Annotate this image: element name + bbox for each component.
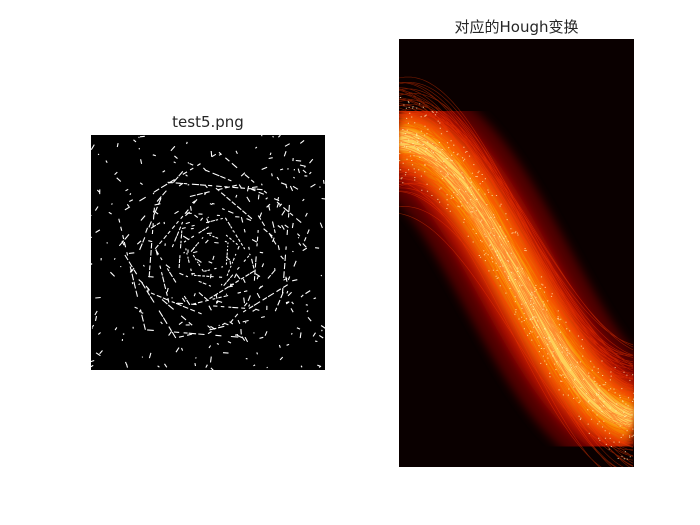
hough-peaks (399, 97, 634, 460)
right-panel-title: 对应的Hough变换 (454, 18, 579, 36)
hough-transform-image (399, 39, 634, 467)
edge-fragments (91, 135, 325, 370)
edge-image (91, 135, 325, 370)
hough-strands (399, 76, 634, 467)
left-panel-title: test5.png (172, 113, 244, 131)
edge-image-canvas (91, 135, 325, 370)
hough-transform-canvas (399, 76, 634, 467)
hough-band-layer (399, 129, 634, 429)
